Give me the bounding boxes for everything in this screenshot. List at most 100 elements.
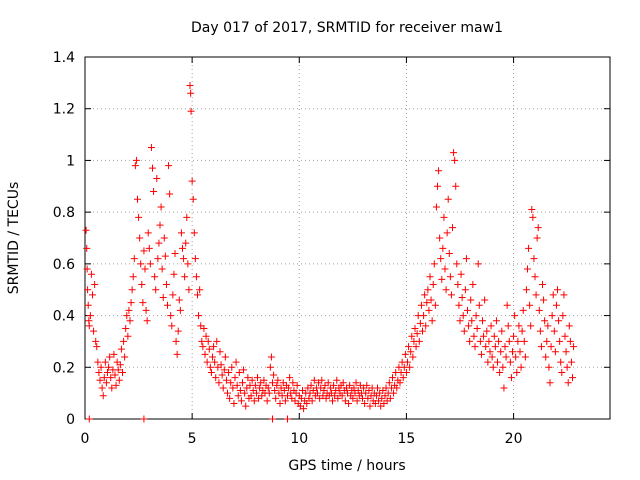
data-point xyxy=(324,379,332,387)
data-point xyxy=(264,384,272,392)
data-point xyxy=(453,260,461,268)
data-point xyxy=(338,392,346,400)
data-point xyxy=(216,348,224,356)
data-points xyxy=(82,81,578,423)
data-point xyxy=(352,379,360,387)
data-point xyxy=(501,343,509,351)
data-point xyxy=(84,301,92,309)
x-tick-label: 20 xyxy=(505,431,523,447)
data-point xyxy=(274,376,282,384)
data-point xyxy=(510,332,518,340)
data-point xyxy=(139,299,147,307)
data-point xyxy=(535,306,543,314)
data-point xyxy=(434,182,441,190)
data-point xyxy=(492,317,500,325)
data-point xyxy=(225,368,233,376)
data-point xyxy=(150,187,158,195)
data-point xyxy=(390,389,398,397)
data-point xyxy=(131,162,139,170)
data-point xyxy=(182,239,190,247)
data-point xyxy=(93,343,101,351)
data-point xyxy=(389,374,396,382)
data-point xyxy=(116,361,124,369)
data-point xyxy=(220,366,228,374)
data-point xyxy=(449,224,456,232)
data-point xyxy=(525,244,533,252)
data-point xyxy=(232,358,240,366)
data-point xyxy=(345,399,353,407)
data-point xyxy=(481,296,489,304)
data-point xyxy=(469,281,477,289)
data-point xyxy=(270,371,278,379)
data-point xyxy=(565,322,573,330)
data-point xyxy=(432,203,440,211)
data-point xyxy=(512,353,520,361)
data-point xyxy=(497,348,505,356)
data-point xyxy=(224,389,231,397)
data-point xyxy=(168,322,176,330)
data-point xyxy=(472,312,480,320)
data-point xyxy=(504,322,512,330)
data-point xyxy=(426,273,434,281)
data-point xyxy=(184,260,192,268)
data-point xyxy=(85,322,93,330)
data-point xyxy=(566,337,574,345)
data-point xyxy=(517,363,525,371)
data-point xyxy=(487,322,495,330)
data-point xyxy=(405,343,413,351)
data-point xyxy=(231,374,239,382)
data-point xyxy=(123,312,131,320)
data-point xyxy=(121,353,129,361)
data-point xyxy=(159,293,167,301)
data-point xyxy=(447,291,455,299)
data-point xyxy=(92,337,100,345)
data-point xyxy=(154,255,162,263)
data-point xyxy=(488,353,496,361)
data-point xyxy=(119,368,126,376)
data-point xyxy=(218,371,226,379)
data-point xyxy=(484,358,492,366)
data-point xyxy=(466,337,474,345)
data-point xyxy=(276,399,284,407)
data-point xyxy=(452,182,460,190)
data-point xyxy=(201,350,209,358)
data-point xyxy=(506,358,514,366)
data-point xyxy=(100,374,108,382)
data-point xyxy=(83,244,91,252)
data-point xyxy=(128,286,136,294)
data-point xyxy=(429,281,437,289)
grid-lines xyxy=(85,57,610,419)
data-point xyxy=(556,337,564,345)
data-point xyxy=(520,337,528,345)
data-point xyxy=(419,327,426,335)
data-point xyxy=(420,312,428,320)
data-point xyxy=(204,337,212,345)
data-point xyxy=(250,397,258,405)
data-point xyxy=(162,281,170,289)
data-point xyxy=(329,397,336,405)
data-point xyxy=(561,332,569,340)
data-point xyxy=(415,337,423,345)
data-point xyxy=(251,381,259,389)
data-point xyxy=(228,363,236,371)
data-point xyxy=(537,343,545,351)
data-point xyxy=(164,301,171,309)
data-point xyxy=(555,317,563,325)
data-point xyxy=(411,325,419,332)
data-point xyxy=(157,203,165,211)
data-point xyxy=(529,213,537,221)
data-point xyxy=(152,286,160,294)
data-point xyxy=(511,312,519,320)
data-point xyxy=(183,213,191,221)
data-point xyxy=(140,247,148,255)
data-point xyxy=(436,234,444,242)
data-point xyxy=(229,384,237,392)
data-point xyxy=(97,363,105,371)
data-point xyxy=(244,374,252,382)
data-point xyxy=(233,381,241,389)
data-point xyxy=(151,273,159,281)
data-point xyxy=(401,350,409,358)
data-point xyxy=(422,322,430,330)
data-point xyxy=(189,195,197,203)
